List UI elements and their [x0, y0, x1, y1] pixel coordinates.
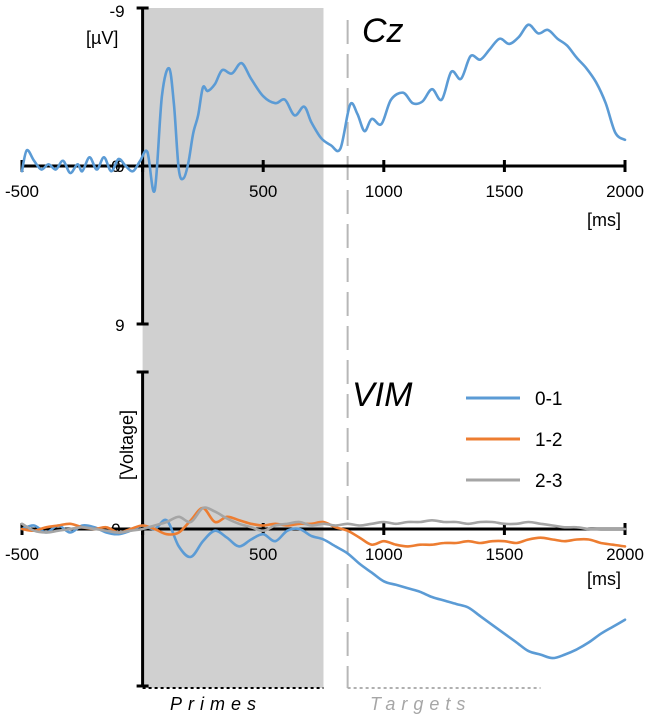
legend-label-1-2: 1-2 — [535, 430, 562, 451]
series-layer — [20, 23, 627, 660]
cz-series-line-1 — [20, 23, 627, 193]
primes-label: Primes — [170, 694, 262, 714]
vim-panel-title: VIM — [352, 376, 413, 414]
cz-x-tick-label: 1500 — [485, 182, 523, 201]
label-layer: Cz VIM [µV] [ms] [ms] [Voltage] Primes T… — [86, 12, 621, 714]
vim-x-tick-label: 1000 — [365, 545, 403, 564]
cz-x-unit: [ms] — [587, 210, 621, 230]
cz-y-tick-label: 0 — [115, 157, 124, 176]
cz-y-tick-label: 9 — [115, 316, 124, 335]
vim-x-tick-label: -500 — [5, 545, 39, 564]
cz-y-unit: [µV] — [86, 28, 118, 48]
vim-x-tick-label: 2000 — [606, 545, 644, 564]
cz-panel-title: Cz — [362, 12, 404, 50]
vim-x-tick-label: 500 — [249, 545, 277, 564]
cz-x-tick-label: -500 — [5, 182, 39, 201]
cz-x-tick-label: 2000 — [606, 182, 644, 201]
cz-x-tick-label: 1000 — [365, 182, 403, 201]
legend: 0-1 1-2 2-3 — [466, 389, 562, 492]
legend-label-2-3: 2-3 — [535, 471, 562, 492]
vim-x-tick-label: 1500 — [485, 545, 523, 564]
vim-zero-label: 0 — [111, 520, 120, 539]
axes-layer: -500 500 1000 1500 2000 -9 0 9 0 -500 500 1000 1500 2… — [5, 2, 644, 689]
vim-series-line-1 — [20, 518, 627, 660]
vim-series-line-3 — [20, 506, 627, 534]
cz-x-tick-label: 500 — [249, 182, 277, 201]
primes-shade — [142, 8, 324, 688]
targets-label: Targets — [370, 694, 471, 714]
vim-x-unit: [ms] — [587, 569, 621, 589]
cz-y-tick-label: -9 — [109, 2, 124, 21]
vim-y-unit: [Voltage] — [117, 410, 137, 480]
legend-label-0-1: 0-1 — [535, 389, 562, 410]
